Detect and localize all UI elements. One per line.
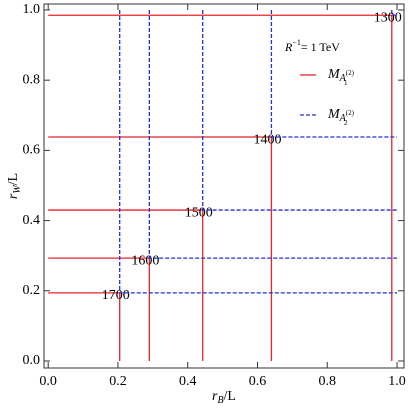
contour-line xyxy=(119,9,398,294)
contour-label: 1400 xyxy=(253,132,281,147)
y-axis-label: rW/L xyxy=(6,173,23,199)
legend-label-part: M xyxy=(327,107,341,122)
contour-label: 1300 xyxy=(374,10,402,25)
annotation-part: = 1 TeV xyxy=(301,40,340,54)
contour-line xyxy=(48,209,204,361)
y-tick-label: 1.0 xyxy=(23,2,41,17)
y-tick-label: 0.0 xyxy=(23,353,41,368)
contour-line xyxy=(391,9,398,16)
contour-label: 1700 xyxy=(102,288,130,303)
x-axis-label-part: B xyxy=(217,395,223,406)
legend-label-part: (2) xyxy=(346,69,355,77)
x-tick-label: 0.0 xyxy=(39,374,57,389)
x-tick-label: 1.0 xyxy=(388,374,406,389)
contour-label: 1500 xyxy=(185,205,213,220)
y-axis-label-part: /L xyxy=(6,173,21,185)
annotation-part: −1 xyxy=(292,38,301,47)
legend-label-part: 1 xyxy=(344,79,348,87)
legend-label: MA(2) 2 xyxy=(327,107,355,126)
y-tick-label: 0.8 xyxy=(23,72,41,87)
contour-line xyxy=(48,136,273,361)
y-tick-label: 0.4 xyxy=(23,213,41,228)
y-axis-label-part: r xyxy=(6,193,21,199)
x-tick-label: 0.4 xyxy=(179,374,197,389)
plot-frame xyxy=(43,3,405,369)
legend-label-part: 2 xyxy=(344,119,348,127)
x-axis-label-part: r xyxy=(212,389,218,404)
legend-label-part: M xyxy=(327,67,341,82)
contour-line xyxy=(148,9,398,259)
legend-label: MA(2) 1 xyxy=(327,67,355,86)
x-axis-label: rB/L xyxy=(212,389,236,406)
y-tick-label: 0.6 xyxy=(23,143,41,158)
contour-label: 1600 xyxy=(131,253,159,268)
legend-label-part: (2) xyxy=(346,109,355,117)
x-tick-label: 0.8 xyxy=(319,374,337,389)
annotation: R−1= 1 TeV xyxy=(284,38,340,54)
x-axis-label-part: /L xyxy=(224,389,236,404)
legend-label-part: A xyxy=(339,73,347,84)
contour-line xyxy=(48,257,150,361)
contour-line xyxy=(48,14,393,361)
x-tick-label: 0.6 xyxy=(249,374,267,389)
y-axis-label-part: W xyxy=(12,184,23,194)
x-tick-label: 0.2 xyxy=(109,374,127,389)
y-tick-label: 0.2 xyxy=(23,283,41,298)
contour-line xyxy=(202,9,398,211)
contour-line xyxy=(270,9,398,138)
annotation-part: R xyxy=(284,40,293,54)
legend-label-part: A xyxy=(339,113,347,124)
